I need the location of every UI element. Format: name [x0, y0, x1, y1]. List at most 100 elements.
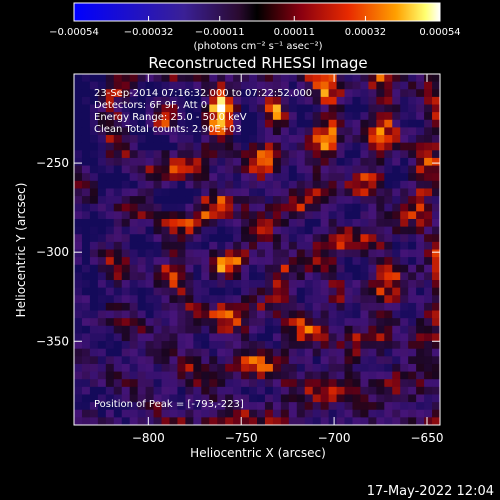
heatmap-cell: [384, 81, 393, 90]
heatmap-cell: [105, 142, 115, 151]
heatmap-cell: [177, 417, 186, 425]
heatmap-cell: [241, 234, 250, 243]
heatmap-cell: [424, 211, 433, 220]
heatmap-cell: [113, 287, 123, 296]
heatmap-cell: [193, 264, 202, 273]
heatmap-cell: [169, 394, 179, 403]
heatmap-cell: [416, 417, 425, 425]
heatmap-cell: [89, 89, 99, 98]
heatmap-cell: [352, 402, 362, 411]
heatmap-cell: [360, 180, 369, 190]
heatmap-cell: [97, 74, 107, 83]
heatmap-cell: [161, 81, 171, 90]
heatmap-cell: [272, 417, 282, 425]
heatmap-cell: [400, 180, 409, 190]
heatmap-cell: [328, 112, 338, 121]
heatmap-cell: [320, 333, 330, 342]
heatmap-cell: [209, 218, 218, 228]
heatmap-cell: [368, 295, 377, 304]
heatmap-cell: [105, 226, 115, 235]
heatmap-cell: [392, 280, 401, 289]
heatmap-cell: [129, 211, 139, 220]
heatmap-cell: [161, 150, 171, 159]
heatmap-cell: [233, 394, 242, 403]
heatmap-cell: [408, 173, 417, 182]
heatmap-cell: [304, 127, 314, 136]
heatmap-cell: [424, 234, 433, 243]
heatmap-cell: [352, 417, 362, 425]
heatmap-cell: [360, 394, 369, 403]
heatmap-cell: [177, 96, 186, 106]
heatmap-cell: [169, 333, 179, 342]
heatmap-cell: [145, 386, 155, 396]
heatmap-cell: [264, 348, 274, 357]
heatmap-cell: [225, 249, 234, 258]
heatmap-cell: [296, 363, 306, 373]
heatmap-cell: [376, 127, 385, 136]
heatmap-cell: [392, 310, 401, 319]
heatmap-cell: [400, 295, 409, 304]
heatmap-cell: [384, 74, 393, 83]
heatmap-cell: [249, 280, 258, 289]
heatmap-cell: [249, 165, 258, 174]
heatmap-cell: [296, 173, 306, 182]
heatmap-cell: [296, 218, 306, 228]
heatmap-cell: [312, 310, 322, 319]
heatmap-cell: [424, 74, 433, 83]
heatmap-cell: [280, 310, 290, 319]
heatmap-cell: [264, 325, 274, 335]
heatmap-cell: [193, 249, 202, 258]
heatmap-cell: [376, 310, 385, 319]
heatmap-cell: [336, 150, 346, 159]
heatmap-cell: [304, 203, 314, 212]
heatmap-cell: [368, 409, 377, 418]
heatmap-cell: [249, 112, 258, 121]
heatmap-cell: [249, 203, 258, 212]
heatmap-cell: [233, 386, 242, 396]
heatmap-cell: [272, 363, 282, 373]
heatmap-cell: [241, 226, 250, 235]
heatmap-cell: [424, 188, 433, 197]
heatmap-cell: [416, 226, 425, 235]
plot-frame: [73, 73, 441, 426]
heatmap-cell: [201, 310, 210, 319]
heatmap-cell: [424, 89, 433, 98]
heatmap-cell: [161, 249, 171, 258]
heatmap-cell: [320, 96, 330, 106]
heatmap-cell: [185, 363, 194, 373]
y-tick-label: −350: [36, 334, 69, 348]
heatmap-cell: [432, 379, 440, 388]
heatmap-cell: [352, 249, 362, 258]
heatmap-cell: [352, 409, 362, 418]
heatmap-cell: [121, 142, 131, 151]
heatmap-cell: [344, 272, 354, 281]
heatmap-cell: [264, 264, 274, 273]
heatmap-cell: [169, 257, 179, 266]
heatmap-cell: [272, 135, 282, 144]
heatmap-cell: [169, 310, 179, 319]
heatmap-cell: [257, 417, 266, 425]
heatmap-cell: [328, 104, 338, 113]
heatmap-cell: [137, 249, 147, 258]
heatmap-cell: [129, 188, 139, 197]
heatmap-cell: [249, 150, 258, 159]
heatmap-cell: [233, 119, 242, 129]
heatmap-cell: [416, 264, 425, 273]
heatmap-cell: [241, 341, 250, 350]
heatmap-cell: [344, 318, 354, 327]
heatmap-cell: [368, 211, 377, 220]
heatmap-cell: [169, 417, 179, 425]
heatmap-cell: [249, 74, 258, 83]
heatmap-cell: [193, 310, 202, 319]
heatmap-cell: [368, 180, 377, 190]
heatmap-cell: [272, 165, 282, 174]
heatmap-cell: [264, 310, 274, 319]
heatmap-cell: [105, 203, 115, 212]
heatmap-cell: [368, 356, 377, 365]
heatmap-cell: [272, 74, 282, 83]
heatmap-cell: [344, 180, 354, 190]
heatmap-cell: [89, 81, 99, 90]
heatmap-cell: [81, 287, 91, 296]
heatmap-cell: [97, 203, 107, 212]
heatmap-cell: [288, 386, 298, 396]
